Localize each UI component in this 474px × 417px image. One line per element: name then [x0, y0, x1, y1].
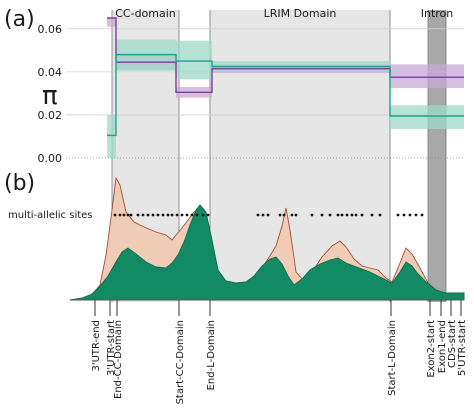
domain-labels: CC-domain LRIM Domain Intron — [115, 7, 453, 20]
domain-region-b-2 — [428, 160, 446, 302]
site-dot-36 — [370, 213, 374, 217]
multi-allelic-sites — [113, 213, 424, 217]
site-dot-32 — [345, 213, 349, 217]
site-dot-21 — [261, 213, 265, 217]
series-line-1 — [107, 53, 464, 137]
domain-label-1: LRIM Domain — [264, 7, 337, 20]
site-dot-34 — [354, 213, 358, 217]
site-dot-8 — [151, 213, 155, 217]
x-tick-label-7: Exon1-end — [437, 320, 448, 373]
site-dot-16 — [190, 213, 194, 217]
x-tick-label-6: Exon2-start — [426, 320, 437, 378]
site-dot-42 — [420, 213, 424, 217]
y-tick-labels: 0.00 0.02 0.04 0.06 — [38, 23, 63, 165]
domain-region-0 — [112, 10, 179, 160]
site-dot-14 — [180, 213, 184, 217]
site-dot-3 — [126, 213, 130, 217]
y-tick-2: 0.04 — [38, 66, 63, 79]
site-dot-1 — [118, 213, 122, 217]
panel-b-label: (b) — [4, 171, 35, 196]
multi-allelic-label: multi-allelic sites — [8, 210, 93, 221]
site-dot-0 — [113, 213, 117, 217]
domain-label-2: Intron — [421, 7, 454, 20]
site-dot-29 — [328, 213, 332, 217]
x-tick-label-3: Start-CC-Domain — [175, 320, 186, 404]
site-dot-40 — [408, 213, 412, 217]
domain-label-0: CC-domain — [115, 7, 176, 20]
x-tick-label-1: 3'UTR-start — [106, 320, 117, 376]
site-dot-19 — [206, 213, 210, 217]
site-dot-18 — [201, 213, 205, 217]
site-dot-5 — [136, 213, 140, 217]
site-dot-13 — [175, 213, 179, 217]
site-dot-35 — [360, 213, 364, 217]
band-1-4 — [390, 105, 464, 129]
y-tick-3: 0.06 — [38, 23, 63, 36]
x-tick-label-5: Start-L-Domain — [387, 320, 398, 396]
x-tick-label-4: End-L-Domain — [206, 320, 217, 390]
site-dot-25 — [290, 213, 294, 217]
site-dot-6 — [141, 213, 145, 217]
domain-region-1 — [210, 10, 390, 160]
site-dot-2 — [122, 213, 126, 217]
x-tick-label-9: 5'UTR-start — [457, 320, 468, 376]
site-dot-28 — [320, 213, 324, 217]
band-0-4 — [390, 64, 464, 88]
pi-series-lines — [107, 17, 464, 137]
site-dot-12 — [170, 213, 174, 217]
site-dot-31 — [340, 213, 344, 217]
panel-a-label: (a) — [4, 7, 35, 32]
site-dot-17 — [195, 213, 199, 217]
site-dot-4 — [129, 213, 133, 217]
site-dot-22 — [266, 213, 270, 217]
site-dot-30 — [336, 213, 340, 217]
site-dot-11 — [166, 213, 170, 217]
site-dot-33 — [350, 213, 354, 217]
site-dot-10 — [161, 213, 165, 217]
site-dot-9 — [156, 213, 160, 217]
site-dot-39 — [402, 213, 406, 217]
x-tick-label-8: CDS-start — [447, 320, 458, 368]
site-dot-23 — [278, 213, 282, 217]
area-series-1 — [69, 204, 465, 301]
site-dot-37 — [378, 213, 382, 217]
y-axis-label: π — [42, 81, 58, 111]
x-tick-label-0: 3'UTR-end — [91, 320, 102, 372]
site-dot-27 — [310, 213, 314, 217]
site-dot-26 — [294, 213, 298, 217]
site-dot-41 — [414, 213, 418, 217]
y-tick-1: 0.02 — [38, 109, 63, 122]
site-dot-20 — [256, 213, 260, 217]
x-tick-label-2: End-CC-Domain — [113, 320, 124, 399]
y-tick-0: 0.00 — [38, 152, 63, 165]
site-dot-7 — [146, 213, 150, 217]
band-1-0 — [107, 114, 116, 158]
site-dot-24 — [282, 213, 286, 217]
band-0-0 — [107, 18, 116, 27]
band-1-2 — [176, 40, 212, 80]
diversity-areas — [69, 176, 465, 301]
site-dot-38 — [396, 213, 400, 217]
site-dot-15 — [185, 213, 189, 217]
